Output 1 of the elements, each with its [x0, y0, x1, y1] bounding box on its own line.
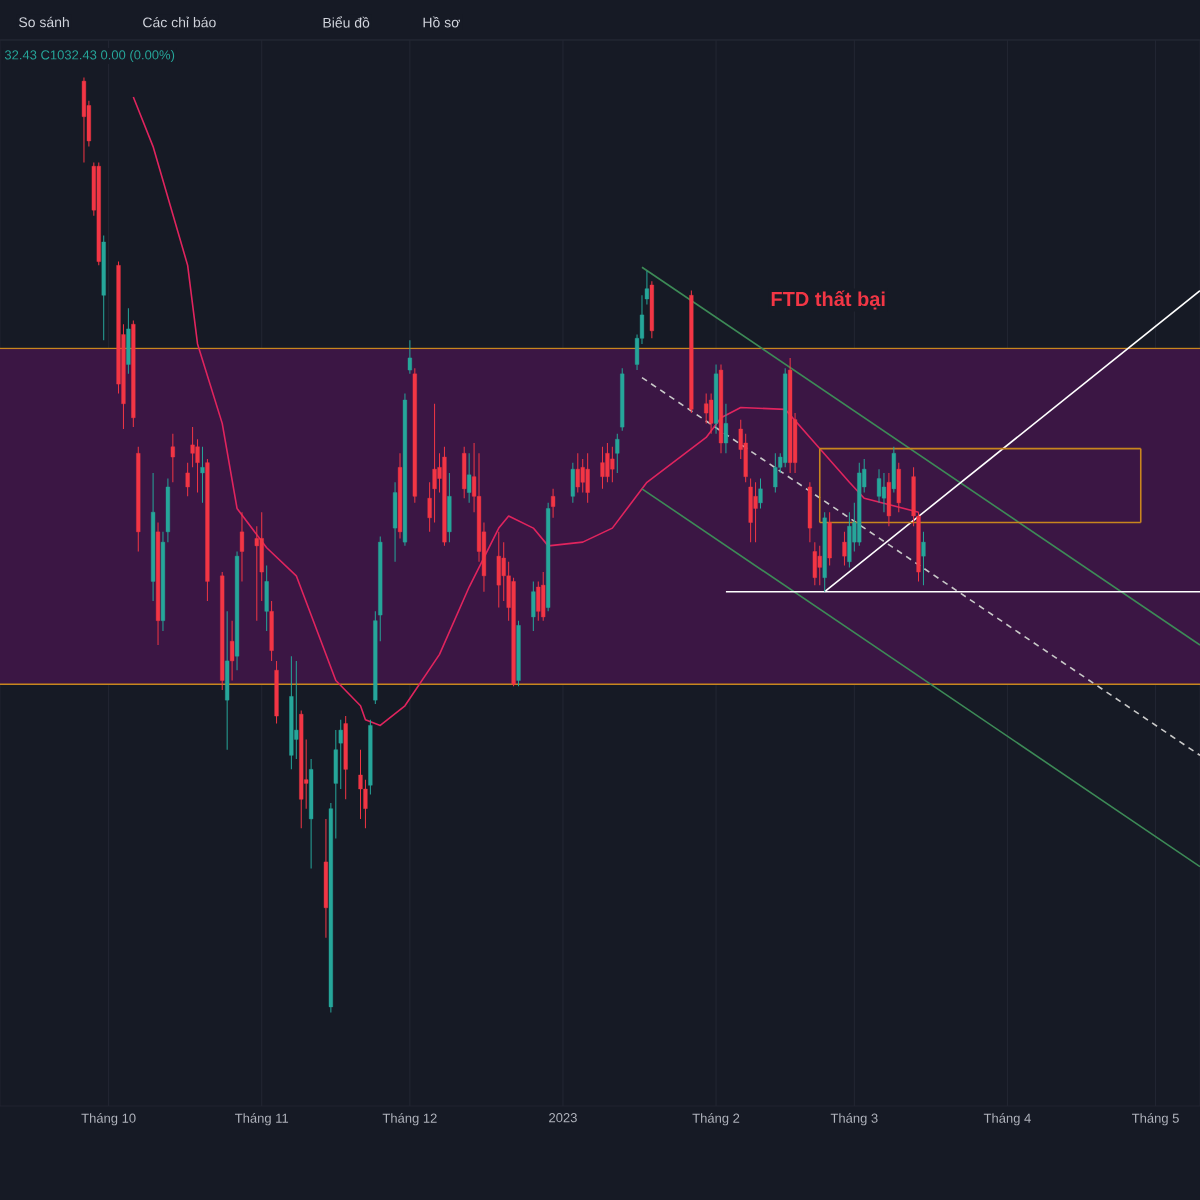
annotation: FTD thất bại: [771, 290, 885, 310]
